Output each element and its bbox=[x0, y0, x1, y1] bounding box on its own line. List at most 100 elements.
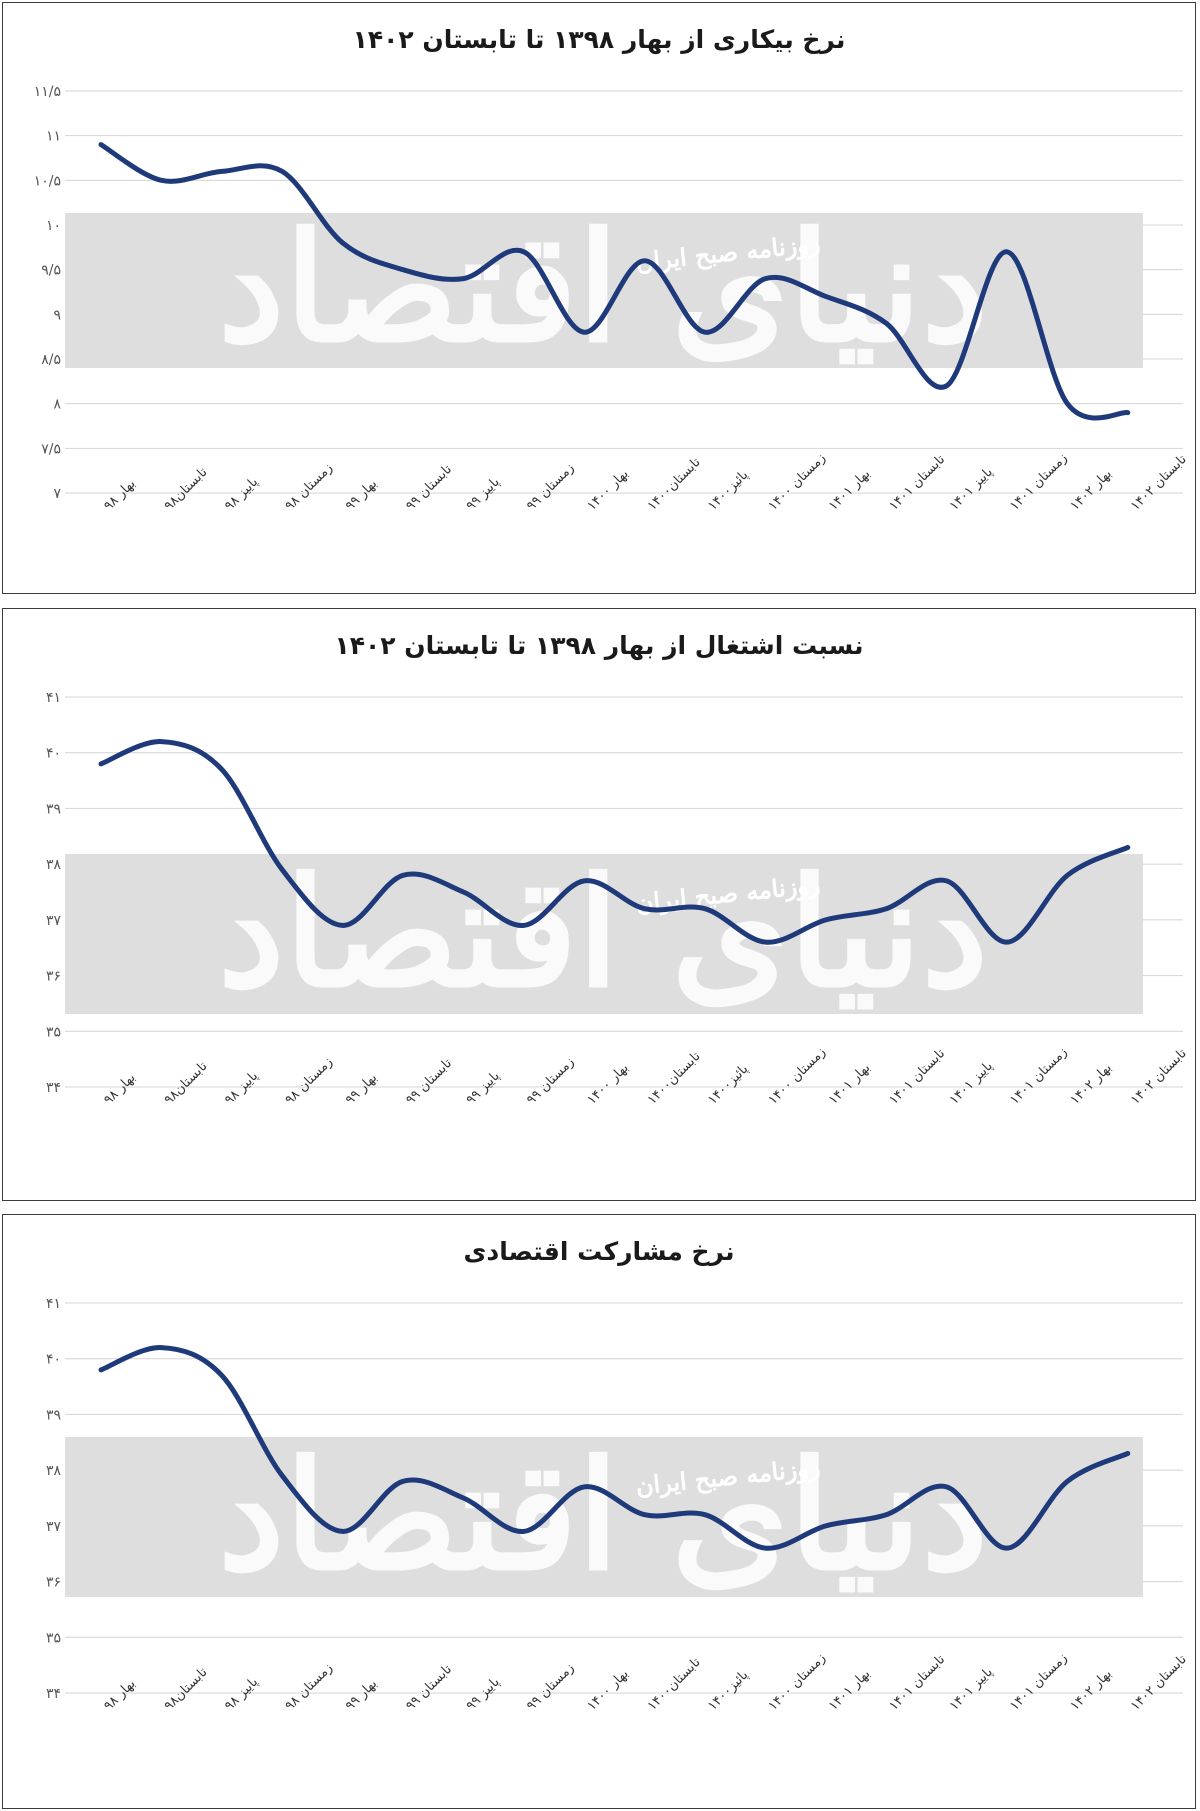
watermark-logo: دنیای اقتصاد bbox=[218, 200, 988, 376]
x-tick-label: بهار ۹۹ bbox=[343, 1070, 380, 1107]
data-point bbox=[99, 1367, 103, 1372]
series-line bbox=[98, 739, 1131, 945]
employment-ratio-chart-panel: نسبت اشتغال از بهار ۱۳۹۸ تا تابستان ۱۴۰۲… bbox=[2, 608, 1196, 1201]
data-point bbox=[159, 1345, 164, 1350]
x-tick-label: تابستان ۱۴۰۲ bbox=[1128, 452, 1190, 514]
x-tick-label: بهار ۱۴۰۱ bbox=[826, 467, 873, 514]
chart-title: نسبت اشتغال از بهار ۱۳۹۸ تا تابستان ۱۴۰۲ bbox=[334, 631, 864, 660]
data-point bbox=[99, 761, 103, 766]
data-point bbox=[219, 767, 224, 772]
unemployment-rate-chart-panel: نرخ بیکاری از بهار ۱۳۹۸ تا تابستان ۱۴۰۲ … bbox=[2, 2, 1196, 594]
x-tick-label: پاییز ۱۴۰۱ bbox=[947, 1665, 996, 1714]
x-tick-label: بهار ۹۸ bbox=[101, 1676, 138, 1713]
data-point bbox=[703, 330, 707, 335]
x-tick-label: تابستان۹۸ bbox=[162, 1665, 211, 1714]
x-tick-label: پاییز ۹۸ bbox=[222, 1674, 261, 1713]
y-tick-label: ۳۷ bbox=[46, 1519, 62, 1535]
watermark-logo: دنیای اقتصاد bbox=[218, 1428, 988, 1604]
x-tick-label: تابستان ۹۹ bbox=[403, 1662, 455, 1714]
y-tick-label: ۳۴ bbox=[46, 1686, 61, 1702]
x-tick-label: تابستان ۱۴۰۲ bbox=[1128, 1652, 1190, 1714]
y-tick-label: ۹ bbox=[53, 307, 61, 323]
x-tick-label: تابستان ۱۴۰۱ bbox=[886, 1046, 948, 1108]
data-point bbox=[219, 169, 224, 174]
x-tick-label: پاییز ۱۴۰۱ bbox=[947, 465, 996, 514]
chart-title: نرخ بیکاری از بهار ۱۳۹۸ تا تابستان ۱۴۰۲ bbox=[352, 25, 846, 54]
data-point bbox=[521, 923, 526, 928]
data-point bbox=[944, 878, 949, 883]
x-tick-label: زمستان ۹۸ bbox=[282, 1055, 335, 1108]
data-point bbox=[944, 383, 949, 388]
y-tick-label: ۷ bbox=[53, 486, 61, 502]
data-point bbox=[401, 1479, 405, 1484]
x-tick-label: بهار ۹۸ bbox=[101, 476, 138, 513]
data-point bbox=[340, 1529, 345, 1534]
x-tick-label: بهار ۹۸ bbox=[101, 1070, 138, 1107]
x-tick-label: بهار ۱۴۰۰ bbox=[584, 467, 631, 514]
data-point bbox=[1065, 401, 1070, 406]
data-point bbox=[280, 1473, 285, 1478]
data-point bbox=[642, 258, 647, 263]
data-point bbox=[1065, 873, 1070, 878]
x-tick-label: پاییز ۹۸ bbox=[222, 474, 261, 513]
x-tick-label: تابستان ۹۹ bbox=[403, 462, 455, 514]
y-tick-label: ۳۸ bbox=[46, 857, 62, 873]
x-tick-label: تابستان ۱۴۰۱ bbox=[886, 452, 948, 514]
y-tick-label: ۸ bbox=[53, 397, 61, 413]
data-point bbox=[944, 1484, 949, 1489]
data-point bbox=[1065, 1479, 1070, 1484]
x-tick-label: بهار ۱۴۰۰ bbox=[584, 1061, 631, 1108]
x-tick-label: بهار ۹۹ bbox=[343, 476, 380, 513]
y-tick-label: ۴۱ bbox=[46, 690, 61, 706]
x-tick-label: زمستان ۱۴۰۱ bbox=[1007, 1651, 1070, 1714]
data-point bbox=[763, 1546, 768, 1551]
data-point bbox=[582, 1484, 587, 1489]
y-tick-label: ۳۸ bbox=[46, 1463, 62, 1479]
watermark-logo: دنیای اقتصاد bbox=[218, 845, 988, 1021]
y-tick-label: ۹/۵ bbox=[41, 263, 61, 279]
y-tick-label: ۳۶ bbox=[46, 969, 61, 985]
x-tick-label: زمستان ۱۴۰۱ bbox=[1007, 451, 1070, 514]
data-point bbox=[401, 267, 405, 272]
x-tick-label: بهار ۱۴۰۲ bbox=[1068, 467, 1115, 514]
x-tick-label: تابستان ۱۴۰۱ bbox=[886, 1652, 948, 1714]
y-tick-label: ۳۶ bbox=[46, 1575, 61, 1591]
y-tick-label: ۳۷ bbox=[46, 913, 62, 929]
x-tick-label: پاییز ۹۹ bbox=[464, 1674, 503, 1713]
x-tick-label: بهار ۱۴۰۲ bbox=[1068, 1061, 1115, 1108]
data-point bbox=[99, 142, 103, 147]
x-tick-label: تابستان ۹۹ bbox=[403, 1056, 455, 1108]
data-point bbox=[703, 906, 707, 911]
x-tick-label: پاییز ۱۴۰۱ bbox=[947, 1059, 996, 1108]
x-tick-label: تابستان ۱۴۰۲ bbox=[1128, 1046, 1190, 1108]
y-tick-label: ۴۱ bbox=[46, 1296, 61, 1312]
data-point bbox=[1125, 410, 1130, 415]
data-point bbox=[159, 739, 164, 744]
x-tick-label: پاییز ۹۹ bbox=[464, 1068, 503, 1107]
data-point bbox=[1005, 1546, 1009, 1551]
y-tick-label: ۳۵ bbox=[46, 1630, 61, 1646]
y-tick-label: ۱۰ bbox=[46, 218, 61, 234]
data-point bbox=[1005, 249, 1009, 254]
data-point bbox=[582, 878, 587, 883]
x-tick-label: زمستان ۹۸ bbox=[282, 461, 335, 514]
data-point bbox=[1125, 845, 1130, 850]
x-tick-label: زمستان ۱۴۰۰ bbox=[766, 1651, 829, 1714]
data-point bbox=[582, 330, 587, 335]
x-tick-label: بهار ۱۴۰۲ bbox=[1068, 1667, 1115, 1714]
y-tick-label: ۴۰ bbox=[46, 746, 61, 762]
data-point bbox=[159, 178, 164, 183]
data-point bbox=[884, 1512, 889, 1517]
data-point bbox=[461, 890, 466, 894]
y-tick-label: ۳۴ bbox=[46, 1080, 61, 1096]
x-tick-label: زمستان ۱۴۰۱ bbox=[1007, 1045, 1070, 1108]
data-point bbox=[280, 169, 285, 174]
data-point bbox=[401, 873, 405, 878]
data-point bbox=[763, 276, 768, 281]
x-tick-label: زمستان ۱۴۰۰ bbox=[766, 451, 829, 514]
data-point bbox=[642, 1512, 647, 1517]
x-tick-label: بهار ۱۴۰۱ bbox=[826, 1667, 873, 1714]
data-point bbox=[219, 1373, 224, 1378]
watermark-band bbox=[65, 1437, 1143, 1597]
